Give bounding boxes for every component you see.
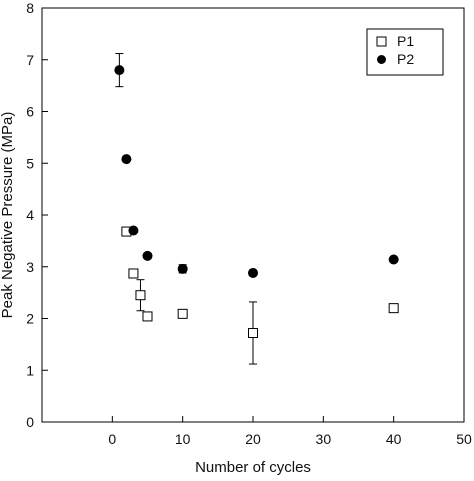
y-tick-label: 4	[26, 207, 34, 223]
data-point-p1	[177, 308, 188, 319]
legend-label-p1: P1	[397, 33, 414, 49]
y-tick-label: 8	[26, 0, 34, 16]
y-tick-label: 1	[26, 362, 34, 378]
y-tick-label: 3	[26, 259, 34, 275]
data-point-p1	[388, 303, 399, 314]
legend: P1 P2	[366, 28, 444, 76]
x-tick-label: 30	[316, 431, 332, 447]
y-tick-label: 0	[26, 414, 34, 430]
data-points	[114, 65, 399, 338]
legend-filled-circle-icon	[377, 55, 386, 64]
x-tick-label: 0	[108, 431, 116, 447]
y-axis-title: Peak Negative Pressure (MPa)	[0, 112, 16, 319]
data-point-p2	[248, 267, 258, 278]
x-axis-title: Number of cycles	[195, 459, 311, 476]
data-point-p2	[142, 250, 153, 261]
data-point-p2	[121, 154, 132, 165]
axis-ticks: 0 10 20 30 40 50 0 1 2 3 4 5 6 7 8	[26, 0, 472, 447]
x-tick-label: 40	[386, 431, 402, 447]
y-tick-label: 7	[26, 52, 34, 68]
data-point-p2	[114, 65, 125, 76]
data-point-p2	[177, 263, 188, 274]
data-point-p1	[142, 311, 153, 322]
x-tick-label: 50	[456, 431, 472, 447]
x-tick-label: 20	[245, 431, 261, 447]
y-tick-label: 2	[26, 311, 34, 327]
legend-label-p2: P2	[397, 51, 414, 67]
data-point-p2	[388, 254, 399, 265]
data-point-p1	[248, 327, 258, 338]
legend-open-square-icon	[376, 36, 387, 47]
y-tick-label: 6	[26, 104, 34, 120]
data-point-p1	[128, 268, 139, 279]
y-tick-label: 5	[26, 155, 34, 171]
x-tick-label: 10	[175, 431, 191, 447]
data-point-p2	[128, 225, 139, 236]
data-point-p1	[135, 290, 146, 301]
